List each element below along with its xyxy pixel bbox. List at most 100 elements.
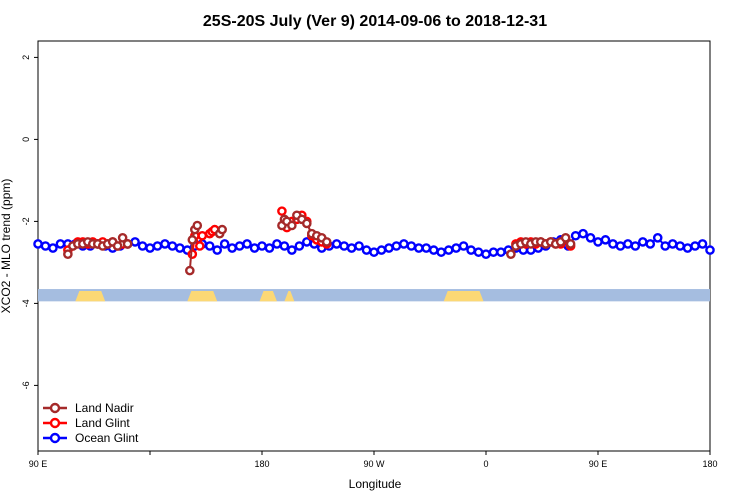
data-point [122, 239, 133, 249]
data-point [192, 220, 203, 231]
data-point [682, 243, 693, 253]
data-point [406, 241, 417, 251]
data-point [690, 241, 700, 251]
data-point [339, 241, 349, 251]
axis-ticks: 2 0 -2 -4 -6 90 E 180 90 W 0 90 E 180 [21, 55, 718, 469]
ocean-band [38, 289, 710, 302]
y-axis-label: XCO2 - MLO trend (ppm) [0, 179, 13, 314]
land-segment [75, 291, 106, 302]
data-point [399, 239, 409, 249]
x-axis-label: Longitude [349, 477, 402, 491]
land-segment [187, 291, 218, 302]
data-point [40, 241, 51, 251]
x-tick-label: 180 [702, 459, 717, 469]
legend-label: Land Glint [75, 416, 130, 430]
data-point [473, 247, 484, 257]
legend-marker [49, 432, 61, 444]
data-point [219, 239, 230, 249]
y-tick-label: 0 [21, 137, 31, 142]
y-tick-label: -2 [21, 217, 31, 225]
data-point [675, 241, 685, 251]
data-point [185, 265, 195, 276]
data-point [451, 243, 461, 253]
data-point [496, 247, 506, 257]
data-point [660, 241, 671, 251]
data-point [287, 245, 297, 255]
data-point [321, 237, 332, 247]
land-segment [443, 291, 484, 302]
data-point [234, 241, 245, 251]
data-point [652, 232, 663, 243]
data-point [160, 239, 170, 249]
data-point [697, 239, 708, 249]
data-point [391, 241, 402, 251]
data-point [130, 237, 140, 247]
data-point [615, 241, 626, 251]
data-point [137, 241, 148, 251]
data-point [458, 241, 469, 251]
data-point [33, 239, 43, 249]
data-point [585, 232, 596, 243]
data-point [506, 249, 516, 259]
y-tick-label: -6 [21, 381, 31, 389]
data-point [331, 239, 342, 249]
data-point [152, 241, 163, 251]
data-point [667, 239, 678, 249]
data-point [623, 239, 633, 249]
data-point [638, 237, 648, 247]
land-segment [284, 291, 295, 302]
data-point [204, 241, 215, 251]
land-ocean-band [38, 289, 710, 302]
legend-marker [49, 417, 61, 429]
data-point [212, 245, 222, 255]
data-point [443, 245, 454, 255]
data-point [560, 232, 571, 243]
series-land-nadir [63, 210, 576, 276]
legend-label: Land Nadir [75, 401, 134, 415]
data-point [354, 241, 364, 251]
legend-label: Ocean Glint [75, 431, 139, 445]
legend-marker [49, 402, 61, 414]
data-point [257, 241, 267, 251]
x-tick-label: 90 W [363, 459, 385, 469]
x-tick-label: 90 E [589, 459, 608, 469]
x-tick-label: 0 [483, 459, 488, 469]
data-point [578, 228, 588, 239]
data-point [570, 230, 581, 241]
data-point [242, 239, 252, 249]
data-point [645, 239, 656, 249]
y-tick-label: 2 [21, 55, 31, 60]
data-point [272, 239, 282, 249]
y-tick-label: -4 [21, 299, 31, 307]
x-tick-label: 90 E [29, 459, 48, 469]
data-point [48, 243, 58, 253]
data-point [217, 224, 227, 235]
data-point [175, 243, 185, 253]
data-point [608, 239, 618, 249]
data-point [428, 245, 439, 255]
data-point [287, 220, 297, 231]
x-tick-label: 180 [254, 459, 269, 469]
data-point [361, 245, 372, 255]
data-point [466, 245, 476, 255]
data-point [630, 241, 641, 251]
data-point [249, 243, 260, 253]
data-point [117, 232, 128, 243]
data-point [112, 241, 123, 251]
data-point [197, 230, 208, 241]
land-segment [259, 291, 277, 302]
data-point [421, 243, 432, 253]
data-point [384, 243, 394, 253]
data-point [705, 245, 715, 255]
data-point [565, 239, 576, 249]
data-point [145, 243, 155, 253]
data-point [369, 247, 379, 257]
data-point [194, 241, 205, 251]
data-point [346, 243, 357, 253]
data-point [63, 249, 73, 259]
data-point [279, 241, 290, 251]
data-point [187, 235, 198, 245]
series-ocean-glint [33, 228, 715, 259]
